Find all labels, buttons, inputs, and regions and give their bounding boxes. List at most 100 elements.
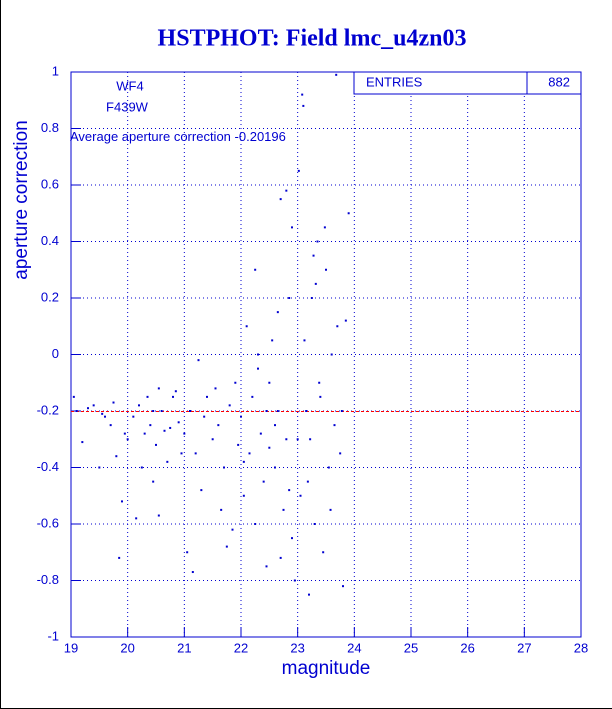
- point: [265, 410, 268, 412]
- point: [276, 410, 279, 412]
- y-tick-label: -0.4: [37, 459, 59, 474]
- point: [299, 494, 302, 497]
- point: [245, 325, 248, 328]
- point: [220, 508, 223, 511]
- point: [200, 489, 203, 492]
- point: [203, 415, 206, 418]
- point: [271, 339, 274, 342]
- point: [306, 480, 309, 483]
- y-tick-label: -0.2: [37, 402, 59, 417]
- point: [285, 189, 288, 192]
- point: [166, 460, 169, 463]
- x-tick-label: 20: [120, 640, 134, 655]
- point: [234, 381, 237, 384]
- point: [138, 404, 140, 407]
- point: [293, 579, 296, 582]
- point: [228, 404, 231, 407]
- point: [268, 446, 271, 449]
- point: [140, 466, 143, 469]
- point: [143, 432, 146, 435]
- point: [282, 508, 285, 511]
- point: [180, 452, 183, 455]
- point: [132, 415, 135, 418]
- y-tick-label: 0.6: [41, 176, 59, 191]
- point: [157, 514, 160, 517]
- point: [330, 353, 333, 356]
- y-tick-label: -0.6: [37, 515, 59, 530]
- point: [109, 424, 112, 427]
- point: [342, 585, 344, 588]
- x-tick-label: 19: [64, 640, 78, 655]
- y-tick-label: -0.8: [37, 572, 59, 587]
- point: [237, 443, 240, 446]
- point: [257, 367, 259, 370]
- point: [327, 466, 330, 469]
- x-tick-label: 22: [234, 640, 248, 655]
- point: [223, 466, 225, 469]
- point: [296, 438, 299, 441]
- point: [254, 268, 257, 271]
- point: [288, 489, 291, 492]
- point: [303, 339, 306, 342]
- point: [339, 452, 342, 455]
- x-tick-label: 28: [574, 640, 588, 655]
- point: [172, 395, 174, 398]
- point: [214, 387, 217, 390]
- point: [312, 254, 315, 257]
- point: [112, 401, 115, 404]
- point: [169, 426, 172, 429]
- point: [329, 508, 332, 511]
- point: [322, 551, 325, 554]
- point: [186, 551, 189, 554]
- point: [309, 438, 312, 441]
- point: [248, 452, 251, 455]
- point: [157, 387, 160, 390]
- point: [81, 441, 84, 444]
- point: [291, 226, 293, 229]
- point: [126, 438, 129, 441]
- point: [347, 212, 350, 215]
- point: [305, 410, 308, 412]
- point: [340, 410, 343, 412]
- stats-label: ENTRIES: [366, 74, 423, 89]
- point: [259, 432, 262, 435]
- point: [135, 517, 138, 520]
- x-tick-label: 21: [177, 640, 191, 655]
- point: [163, 429, 166, 432]
- point: [276, 311, 279, 314]
- average-label: Average aperture correction: [70, 129, 231, 144]
- point: [316, 240, 319, 243]
- point: [323, 226, 326, 229]
- x-tick-label: 26: [460, 640, 474, 655]
- y-tick-label: 0.8: [41, 120, 59, 135]
- point: [274, 466, 276, 469]
- point: [174, 390, 177, 393]
- point: [288, 297, 291, 299]
- point: [206, 395, 208, 398]
- point: [197, 359, 200, 362]
- y-axis-label: aperture correction: [11, 120, 32, 279]
- point: [160, 410, 163, 412]
- average-value: -0.20196: [235, 129, 286, 144]
- y-tick-label: 0.2: [41, 289, 59, 304]
- x-axis-label: magnitude: [282, 658, 371, 679]
- point: [152, 480, 155, 483]
- point: [115, 455, 118, 458]
- point: [301, 93, 304, 96]
- point: [291, 537, 293, 540]
- point: [225, 545, 228, 548]
- point: [231, 528, 234, 531]
- point: [336, 325, 339, 328]
- point: [325, 268, 327, 271]
- point: [146, 395, 149, 398]
- point: [279, 556, 282, 559]
- point: [274, 424, 276, 427]
- point: [279, 198, 282, 201]
- point: [313, 523, 316, 525]
- point: [335, 73, 338, 76]
- point: [268, 381, 271, 384]
- point: [251, 395, 254, 398]
- annotation: WF4: [116, 78, 143, 93]
- point: [152, 410, 155, 412]
